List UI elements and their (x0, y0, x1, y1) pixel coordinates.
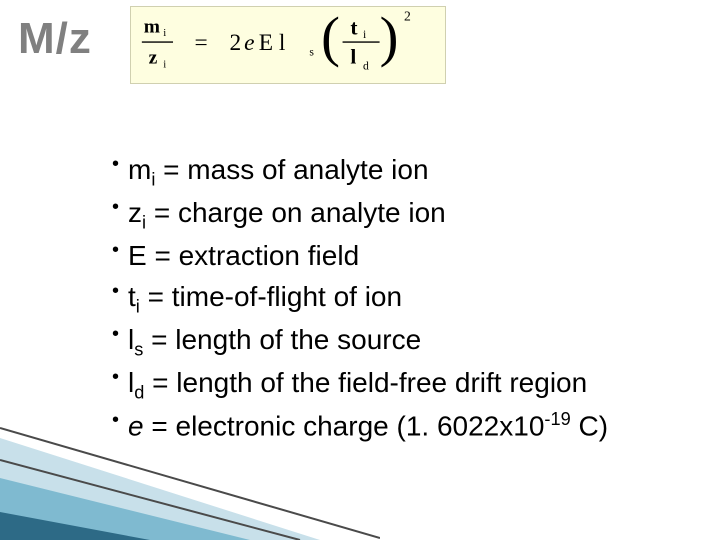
list-item: zi = charge on analyte ion (112, 193, 672, 236)
eq-paren-num-sub: i (363, 28, 367, 41)
list-item: ld = length of the field-free drift regi… (112, 363, 672, 406)
definitions-list: mi = mass of analyte ion zi = charge on … (112, 150, 672, 446)
eq-paren-den: l (350, 45, 356, 69)
eq-lhs-num-sub: i (163, 27, 166, 39)
eq-rparen: ) (380, 7, 399, 69)
list-item: ti = time-of-flight of ion (112, 277, 672, 320)
eq-equals: = (194, 30, 207, 56)
list-item: mi = mass of analyte ion (112, 150, 672, 193)
eq-lhs-den: z (149, 48, 158, 69)
equation-box: m i z i = 2 e E l s ( t i l d ) 2 (130, 6, 446, 84)
eq-rhs-El: E l (259, 30, 286, 56)
eq-lhs-den-sub: i (163, 58, 166, 70)
decor-back (0, 438, 320, 540)
equation-svg: m i z i = 2 e E l s ( t i l d ) 2 (131, 7, 445, 83)
eq-lhs-num: m (144, 16, 160, 37)
page-heading: M/z (18, 14, 92, 64)
eq-rhs-ls-sub: s (309, 46, 314, 59)
eq-paren-num: t (350, 15, 358, 39)
decor-mid (0, 478, 250, 540)
decor-front (0, 512, 150, 540)
list-item: e = electronic charge (1. 6022x10-19 C) (112, 406, 672, 447)
list-item: ls = length of the source (112, 320, 672, 363)
eq-lparen: ( (321, 7, 340, 69)
eq-rhs-e: e (244, 30, 254, 56)
eq-paren-den-sub: d (363, 59, 369, 72)
decor-line-2 (0, 460, 300, 540)
eq-rhs-2: 2 (230, 30, 242, 56)
list-item: E = extraction field (112, 236, 672, 277)
eq-exp: 2 (404, 9, 411, 24)
